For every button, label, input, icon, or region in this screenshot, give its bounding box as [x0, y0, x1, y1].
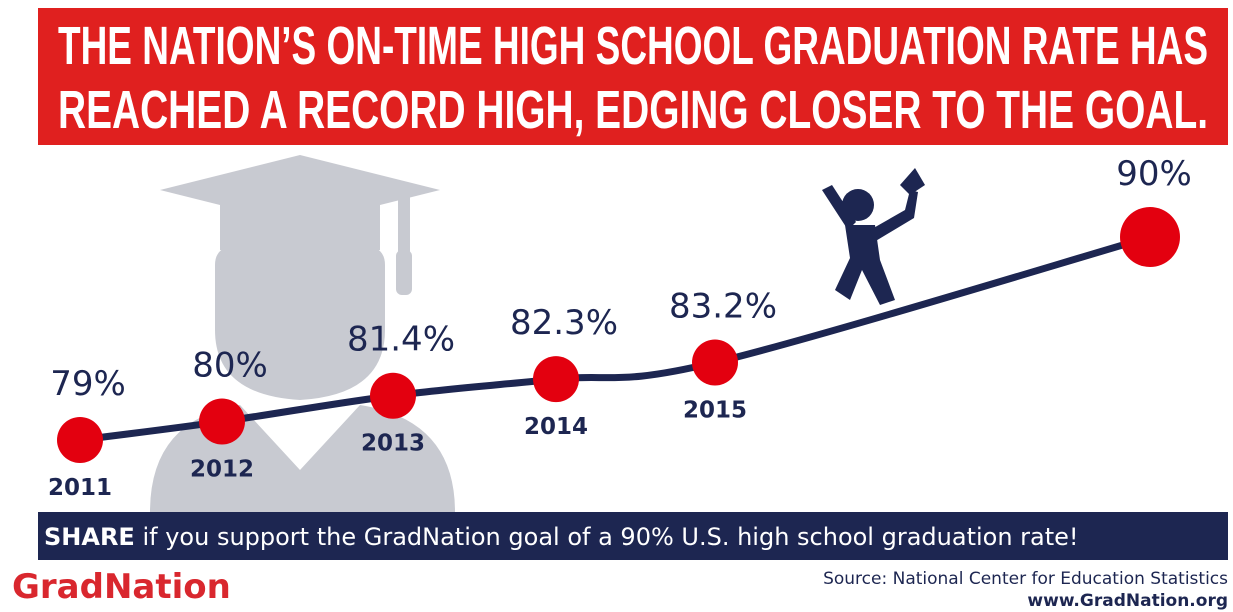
year-label: 2012 — [190, 457, 254, 483]
value-label: 81.4% — [347, 320, 455, 360]
data-point — [57, 417, 103, 463]
data-point — [1120, 207, 1180, 267]
value-label: 82.3% — [510, 303, 618, 343]
source: Source: National Center for Education St… — [823, 569, 1228, 589]
share-bold: SHARE — [44, 523, 135, 551]
title-line: THE NATION’S ON-TIME HIGH SCHOOL GRADUAT… — [58, 16, 1208, 76]
year-label: 2011 — [48, 475, 112, 501]
value-label: 90% — [1116, 154, 1192, 194]
value-label: 79% — [50, 364, 126, 404]
value-label: 83.2% — [669, 286, 777, 326]
infographic: THE NATION’S ON-TIME HIGH SCHOOL GRADUAT… — [0, 0, 1233, 612]
value-label: 80% — [192, 346, 268, 386]
jumping-figure — [822, 168, 925, 305]
title-line: REACHED A RECORD HIGH, EDGING CLOSER TO … — [58, 80, 1208, 140]
data-point — [370, 373, 416, 419]
year-label: 2014 — [524, 414, 588, 440]
data-point — [692, 339, 738, 385]
share-rest: if you support the GradNation goal of a … — [142, 523, 1078, 551]
website: www.GradNation.org — [1027, 591, 1228, 611]
data-point — [199, 399, 245, 445]
share-text: SHARE if you support the GradNation goal… — [44, 523, 1079, 551]
year-label: 2013 — [361, 431, 425, 457]
logo: GradNation — [12, 567, 231, 607]
year-label: 2015 — [683, 397, 747, 423]
data-point — [533, 356, 579, 402]
